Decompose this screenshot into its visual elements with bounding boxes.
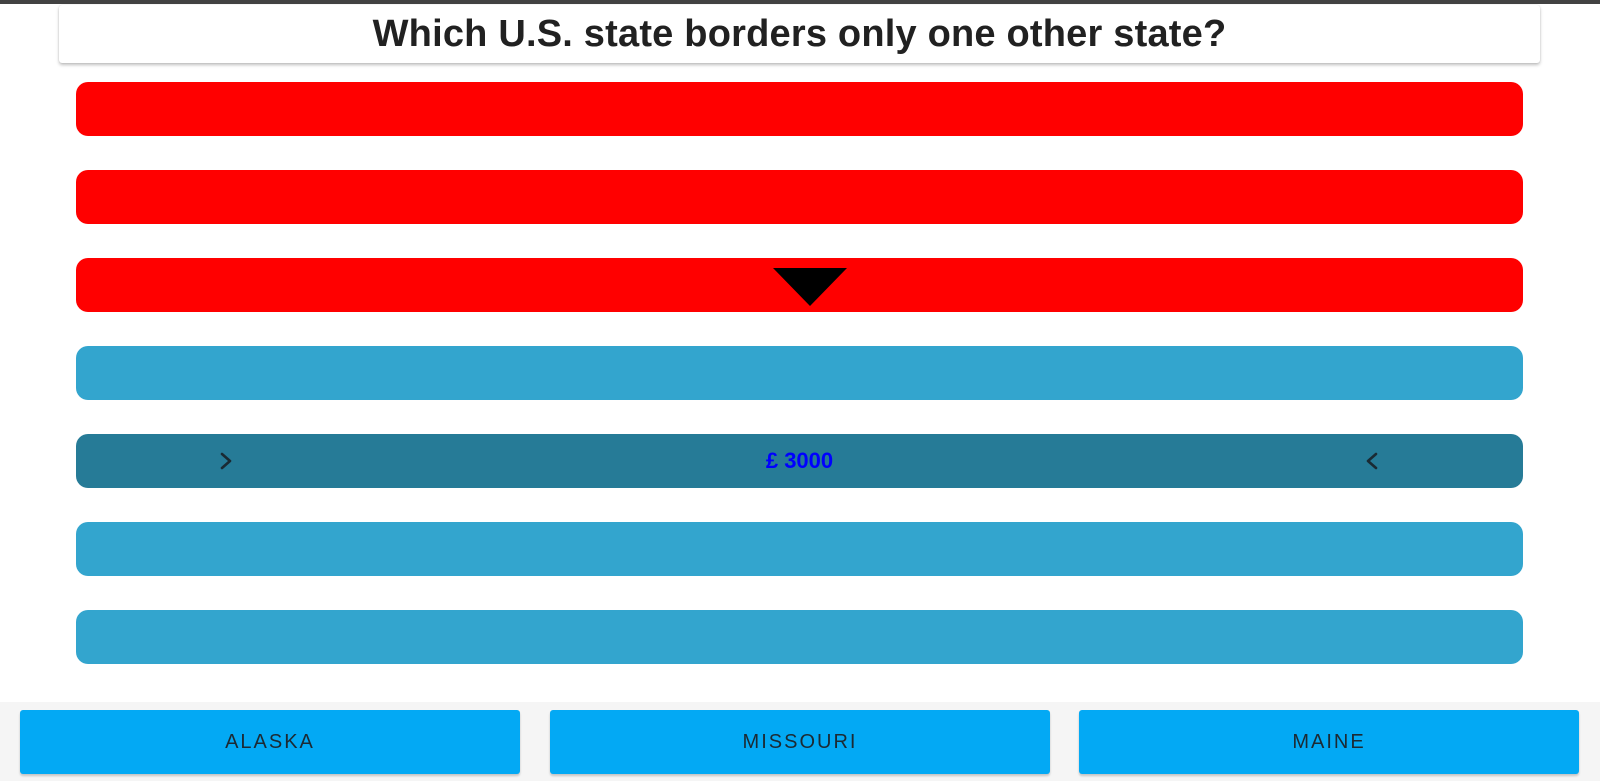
ladder-rung-6 <box>76 522 1523 576</box>
chevron-right-icon <box>220 452 232 470</box>
ladder-rung-2 <box>76 170 1523 224</box>
chevron-left-icon <box>1366 452 1378 470</box>
ladder-rung-7 <box>76 610 1523 664</box>
ladder-rung-4 <box>76 346 1523 400</box>
current-prize-value: £ 3000 <box>765 448 834 473</box>
question-text: Which U.S. state borders only one other … <box>372 12 1227 55</box>
top-strip <box>0 0 1600 4</box>
answer-button-maine[interactable]: Maine <box>1079 710 1579 774</box>
question-card: Which U.S. state borders only one other … <box>59 5 1540 63</box>
ladder-rung-current: £ 3000 <box>76 434 1523 488</box>
answer-bar: Alaska Missouri Maine <box>0 702 1600 781</box>
ladder-rung-3 <box>76 258 1523 312</box>
answer-button-alaska[interactable]: Alaska <box>20 710 520 774</box>
ladder-rung-1 <box>76 82 1523 136</box>
answer-button-missouri[interactable]: Missouri <box>550 710 1050 774</box>
triangle-down-icon <box>773 268 847 306</box>
